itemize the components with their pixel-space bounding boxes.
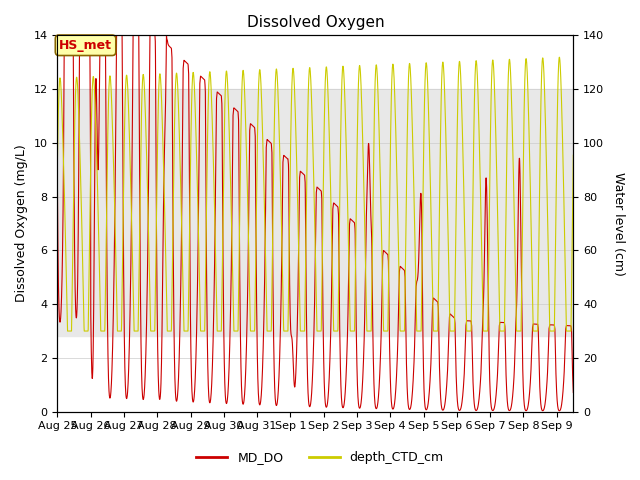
Title: Dissolved Oxygen: Dissolved Oxygen [246,15,384,30]
Y-axis label: Dissolved Oxygen (mg/L): Dissolved Oxygen (mg/L) [15,144,28,302]
Bar [58,89,573,336]
Text: HS_met: HS_met [59,39,112,52]
Y-axis label: Water level (cm): Water level (cm) [612,171,625,276]
Legend: MD_DO, depth_CTD_cm: MD_DO, depth_CTD_cm [191,446,449,469]
